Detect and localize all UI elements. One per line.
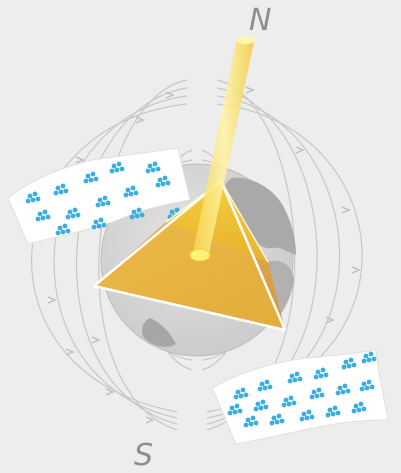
particle-cluster-icon	[35, 209, 51, 222]
field-arrow	[325, 316, 335, 324]
particle-cluster-icon	[123, 185, 139, 198]
field-arrow	[65, 348, 75, 356]
pyramid-face-left	[94, 181, 285, 330]
particle-cluster-icon	[281, 395, 297, 408]
particle-sheet-right	[211, 349, 389, 445]
particle-cluster-icon	[155, 175, 171, 188]
particle-cluster-icon	[109, 161, 125, 174]
field-arrow	[145, 416, 155, 424]
particle-cluster-icon	[313, 367, 329, 380]
particle-cluster-icon	[325, 405, 341, 418]
particle-cluster-icon	[309, 387, 325, 400]
particle-cluster-icon	[253, 399, 269, 412]
particle-cluster-icon	[83, 171, 99, 184]
particle-cluster-icon	[361, 351, 377, 364]
north-pole-label: N	[249, 3, 272, 38]
particle-cluster-icon	[129, 207, 145, 220]
field-arrow	[165, 91, 175, 99]
particle-cluster-icon	[145, 161, 161, 174]
light-beam	[189, 36, 255, 262]
particle-cluster-icon	[65, 207, 81, 220]
pyramid-face-back	[166, 181, 268, 262]
particle-cluster-icon	[359, 379, 375, 392]
field-arrow	[91, 336, 101, 344]
particle-cluster-icon	[335, 383, 351, 396]
field-line	[31, 103, 188, 413]
field-arrow	[245, 86, 255, 94]
field-arrow	[351, 266, 361, 274]
earth-landmass	[224, 177, 296, 255]
particle-cluster-icon	[351, 401, 367, 414]
field-arrow	[341, 206, 351, 214]
particle-cluster-icon	[25, 191, 41, 204]
particle-cluster-icon	[233, 387, 249, 400]
field-arrow	[135, 116, 145, 124]
particle-cluster-icon	[95, 195, 111, 208]
pyramid	[93, 179, 287, 332]
particle-cluster-icon	[91, 217, 107, 230]
south-pole-label: S	[134, 438, 154, 473]
field-arrow	[47, 296, 57, 304]
earth-landmass	[142, 318, 176, 347]
particle-cluster-icon	[269, 413, 285, 426]
field-arrow	[75, 156, 85, 164]
field-line	[53, 95, 188, 419]
particle-cluster-icon	[257, 379, 273, 392]
particle-cluster-icon	[55, 223, 71, 236]
particle-cluster-icon	[341, 357, 357, 370]
field-arrow	[105, 388, 115, 396]
particle-cluster-icon	[243, 415, 259, 428]
particle-cluster-icon	[53, 183, 69, 196]
field-arrow	[295, 146, 305, 154]
particle-cluster-icon	[227, 403, 243, 416]
particle-cluster-icon	[299, 409, 315, 422]
particle-cluster-icon	[287, 371, 303, 384]
